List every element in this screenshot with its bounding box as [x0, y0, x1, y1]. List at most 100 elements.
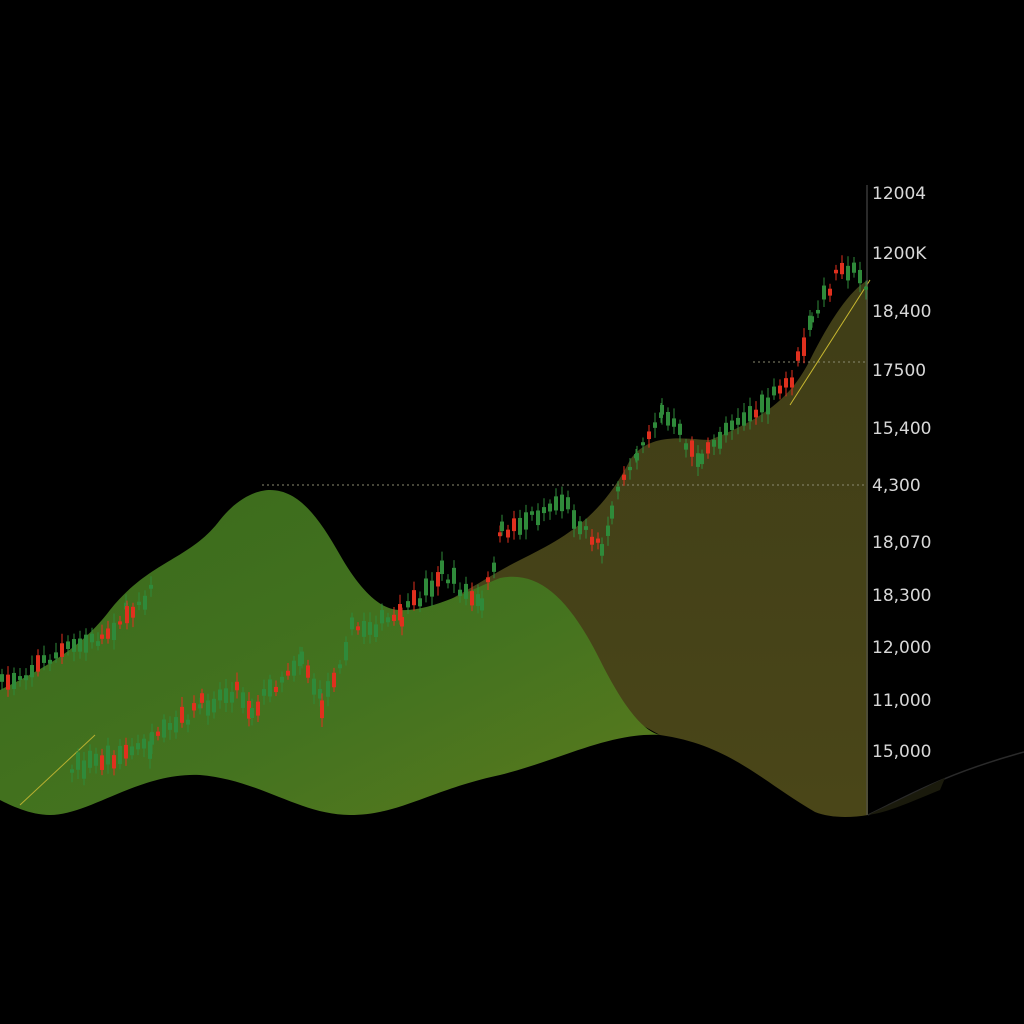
candle-body — [742, 412, 746, 426]
candle-body — [560, 494, 564, 512]
candle-body — [192, 703, 196, 711]
candle-body — [828, 288, 832, 296]
candle-body — [241, 692, 245, 708]
wave-line — [867, 751, 1024, 816]
candle-body — [440, 560, 444, 575]
candle-body — [18, 676, 22, 680]
candle-body — [524, 512, 528, 530]
candle-body — [262, 689, 266, 696]
candle-body — [628, 466, 632, 471]
candle-body — [6, 674, 10, 690]
candle-body — [131, 606, 135, 618]
candle-body — [542, 507, 546, 514]
candle-body — [118, 745, 122, 765]
candle-body — [36, 655, 40, 672]
candle-body — [344, 642, 348, 661]
candle-body — [772, 386, 776, 396]
candle-body — [784, 378, 788, 388]
candle-body — [596, 538, 600, 543]
candle-body — [766, 397, 770, 415]
candle-body — [424, 578, 428, 596]
candle-body — [696, 453, 700, 467]
candle-body — [96, 641, 100, 646]
candle-body — [306, 665, 310, 678]
candle-body — [300, 651, 304, 665]
candle-body — [622, 474, 626, 480]
candle-body — [412, 590, 416, 606]
candle-body — [286, 670, 290, 676]
y-tick-label: 18,300 — [872, 586, 931, 606]
candle-body — [106, 745, 110, 765]
candle-body — [12, 672, 16, 690]
candle-body — [247, 700, 251, 719]
candle-body — [470, 591, 474, 606]
candle-body — [572, 510, 576, 529]
candle-body — [476, 594, 480, 606]
candle-body — [350, 617, 354, 630]
candle-body — [418, 598, 422, 607]
candle-body — [718, 431, 722, 449]
candle-body — [512, 518, 516, 532]
candle-body — [506, 529, 510, 538]
candle-body — [518, 517, 522, 535]
candle-body — [760, 394, 764, 413]
candle-body — [678, 423, 682, 435]
candle-body — [548, 503, 552, 512]
candle-body — [566, 497, 570, 510]
olive-edge — [868, 778, 945, 815]
y-tick-label: 1200K — [872, 244, 927, 264]
candle-body — [84, 634, 88, 653]
candle-body — [480, 598, 484, 611]
candle-body — [200, 693, 204, 703]
candles — [0, 255, 868, 786]
y-tick-label: 11,000 — [872, 691, 931, 711]
candle-body — [212, 698, 216, 713]
candle-body — [452, 567, 456, 584]
candle-body — [100, 755, 104, 770]
candle-body — [712, 439, 716, 447]
candle-body — [142, 738, 146, 749]
candle-body — [736, 417, 740, 425]
candle-body — [72, 639, 76, 652]
candle-body — [0, 674, 4, 682]
candle-body — [724, 422, 728, 436]
candle-body — [198, 704, 202, 709]
candle-body — [796, 351, 800, 361]
candle-body — [380, 610, 384, 624]
candle-body — [536, 510, 540, 526]
candle-body — [106, 628, 110, 639]
candle-body — [368, 622, 372, 635]
candle-body — [186, 719, 190, 725]
candle-body — [168, 722, 172, 730]
candle-body — [635, 453, 639, 461]
candle-body — [802, 337, 806, 356]
olive-area — [430, 280, 868, 817]
candle-body — [143, 595, 147, 610]
candle-body — [464, 583, 468, 599]
candle-body — [500, 521, 504, 532]
candle-body — [858, 269, 862, 284]
candle-body — [822, 285, 826, 300]
candle-body — [42, 655, 46, 663]
y-tick-label: 18,400 — [872, 302, 931, 322]
candle-body — [94, 753, 98, 766]
candle-body — [150, 732, 154, 745]
candle-body — [162, 719, 166, 738]
candle-body — [600, 544, 604, 556]
candle-body — [78, 638, 82, 652]
candle-body — [606, 525, 610, 536]
candle-body — [834, 269, 838, 274]
candle-body — [672, 418, 676, 427]
candle-body — [790, 377, 794, 388]
candle-body — [610, 505, 614, 519]
candle-body — [590, 536, 594, 545]
candle-body — [706, 442, 710, 454]
axis-labels: 12004 1200K 18,400 17500 15,400 4,300 18,070 18… — [872, 184, 931, 762]
candle-body — [130, 746, 134, 756]
candle-body — [318, 688, 322, 699]
candle-body — [54, 652, 58, 659]
candle-body — [320, 700, 324, 719]
candle-body — [206, 700, 210, 716]
candle-body — [235, 681, 239, 691]
